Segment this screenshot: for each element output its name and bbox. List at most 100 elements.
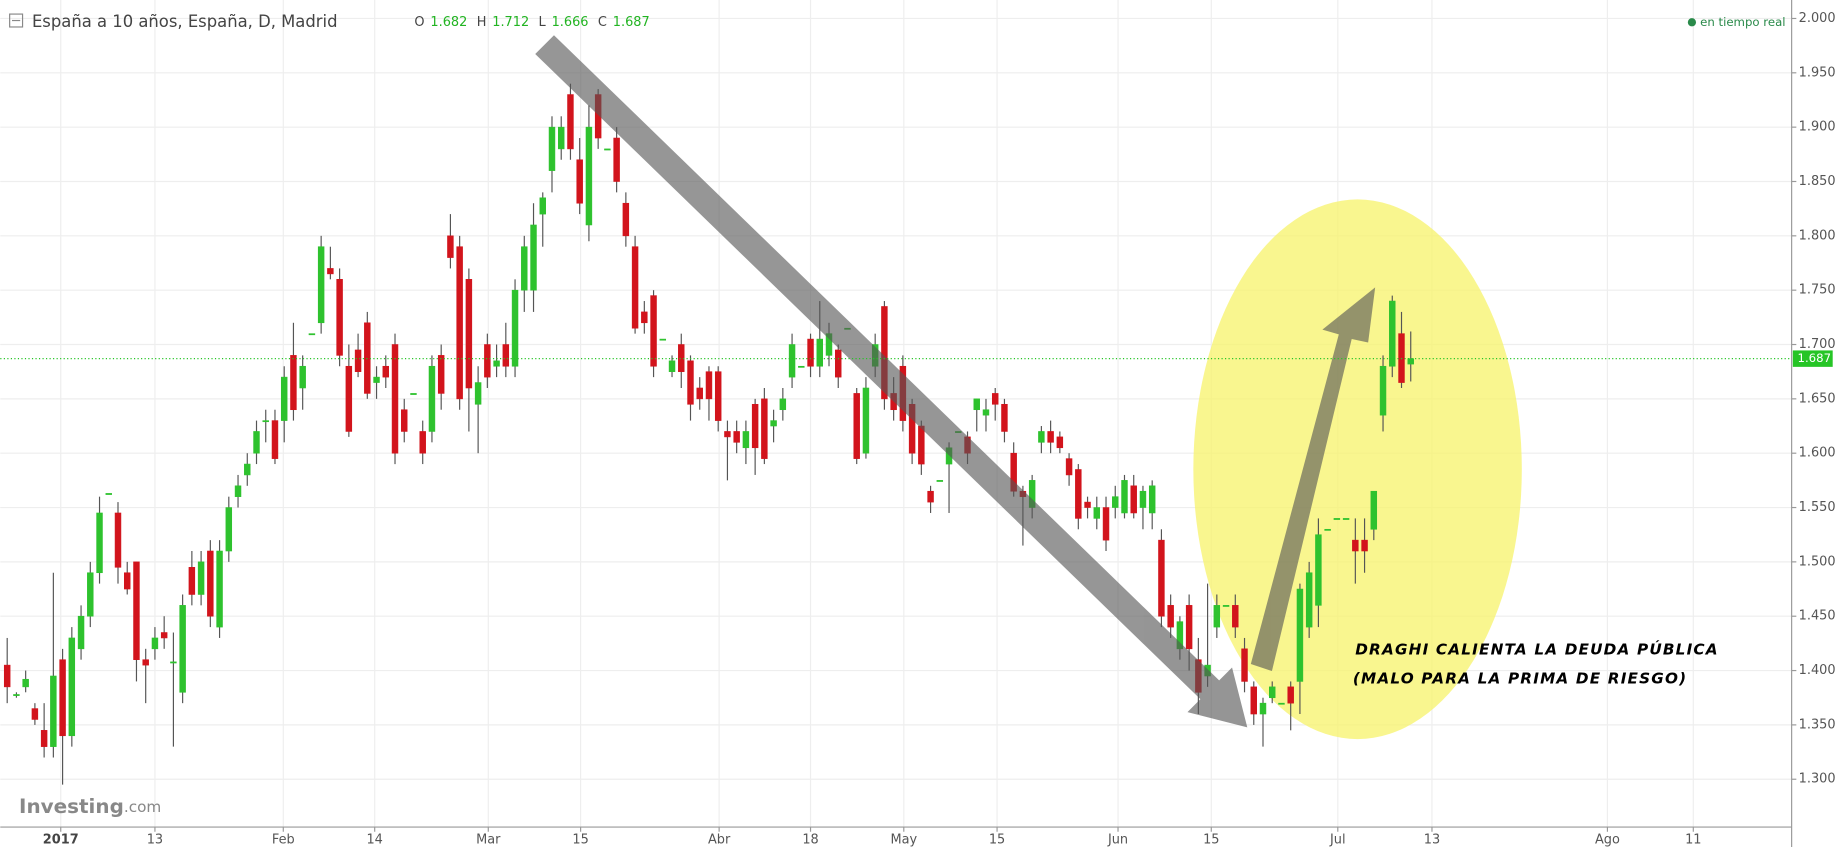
- candle-body: [1342, 518, 1350, 520]
- candle-body: [1112, 496, 1119, 508]
- candle-body: [179, 605, 186, 693]
- candle-body: [1213, 605, 1221, 628]
- candle-body: [733, 431, 740, 443]
- candle-body: [234, 485, 242, 497]
- candle-body: [557, 126, 565, 150]
- candle-body: [22, 678, 29, 688]
- candle-body: [991, 393, 999, 405]
- candle-body: [280, 376, 288, 421]
- candle-body: [816, 338, 823, 367]
- candle-body: [668, 360, 676, 372]
- ohlc-value: 1.687: [613, 15, 650, 30]
- x-tick-label: 15: [1203, 832, 1219, 847]
- candle-body: [788, 344, 796, 378]
- y-tick-label: 1.850: [1799, 174, 1836, 189]
- candle-body: [835, 349, 842, 378]
- candle-body: [410, 393, 417, 395]
- candle-body: [1232, 605, 1239, 628]
- candle-body: [779, 398, 787, 411]
- last-price-label: 1.687: [1798, 351, 1832, 365]
- candle-body: [1305, 572, 1313, 628]
- candle-body: [1287, 686, 1294, 704]
- x-tick-label: May: [890, 832, 917, 847]
- annotation: (MALO PARA LA PRIMA DE RIESGO): [1353, 670, 1687, 688]
- candle-body: [142, 659, 149, 666]
- x-tick-label: 15: [989, 832, 1005, 847]
- up-arrow: [1250, 287, 1376, 672]
- candle-body: [1324, 528, 1331, 531]
- candle-body: [687, 360, 694, 405]
- candle-body: [1241, 648, 1248, 682]
- y-tick-label: 1.350: [1799, 717, 1836, 732]
- brand: Investing.com: [19, 794, 161, 818]
- candle-body: [770, 420, 777, 427]
- x-tick-label: 2017: [43, 832, 79, 847]
- x-tick-label: 13: [147, 832, 163, 847]
- candle-body: [1130, 485, 1137, 514]
- y-tick-label: 1.400: [1799, 663, 1836, 678]
- candle-body: [918, 425, 925, 465]
- y-tick-label: 1.650: [1799, 391, 1836, 406]
- candle-body: [262, 420, 269, 423]
- candle-body: [1269, 686, 1276, 699]
- x-tick-label: Feb: [272, 832, 295, 847]
- candle-body: [548, 126, 556, 171]
- y-tick-label: 1.600: [1799, 446, 1836, 461]
- y-tick-label: 1.750: [1799, 283, 1836, 298]
- candle-body: [1167, 605, 1174, 628]
- candle-body: [124, 572, 131, 590]
- ohlc-label: H: [477, 15, 487, 30]
- candle-body: [484, 344, 491, 378]
- candle-body: [1093, 507, 1101, 519]
- x-tick-label: Abr: [708, 832, 731, 847]
- x-tick-label: 18: [802, 832, 818, 847]
- candle-body: [1259, 702, 1267, 715]
- collapse-button[interactable]: [9, 13, 24, 28]
- candle-body: [1139, 490, 1147, 508]
- candle-body: [456, 246, 463, 400]
- y-tick-label: 1.950: [1799, 65, 1836, 80]
- candle-body: [641, 311, 648, 324]
- candle-body: [724, 431, 731, 438]
- candle-body: [87, 572, 94, 617]
- candle-body: [13, 694, 20, 696]
- candle-body: [170, 661, 177, 664]
- y-tick-label: 1.500: [1799, 554, 1836, 569]
- candle-body: [40, 730, 48, 747]
- candle-body: [354, 349, 362, 372]
- candle-body: [751, 403, 759, 449]
- candle-body: [1315, 534, 1322, 606]
- candle-body: [1056, 436, 1064, 449]
- candle-body: [1065, 458, 1073, 476]
- annotation: DRAGHI CALIENTA LA DEUDA PÚBLICA: [1355, 639, 1719, 658]
- candle-body: [604, 148, 611, 151]
- candle-body: [31, 708, 39, 720]
- candle-body: [585, 126, 593, 226]
- ohlc-label: C: [598, 15, 607, 30]
- candle-body: [133, 561, 140, 660]
- candle-body: [465, 279, 473, 389]
- candle-body: [511, 289, 519, 367]
- candle-body: [927, 490, 934, 503]
- candle-body: [539, 197, 546, 215]
- candle-body: [798, 365, 805, 368]
- candle-body: [1075, 469, 1082, 519]
- x-tick-label: 14: [366, 832, 382, 847]
- ohlc-value: 1.666: [552, 15, 589, 30]
- candle-body: [428, 365, 436, 432]
- candle-body: [114, 512, 122, 568]
- y-tick-label: 1.300: [1799, 772, 1836, 787]
- candle-body: [1370, 490, 1378, 530]
- candle-body: [521, 246, 528, 291]
- x-tick-label: Ago: [1595, 832, 1620, 847]
- candle-body: [160, 632, 168, 639]
- candle-body: [1379, 365, 1387, 416]
- candle-body: [1296, 588, 1304, 682]
- candle-body: [1250, 686, 1257, 715]
- x-tick-label: 15: [572, 832, 588, 847]
- candle-body: [1389, 300, 1396, 367]
- candle-body: [216, 550, 223, 628]
- y-tick-label: 1.450: [1799, 609, 1836, 624]
- candle-body: [631, 246, 639, 329]
- candle-body: [50, 675, 57, 747]
